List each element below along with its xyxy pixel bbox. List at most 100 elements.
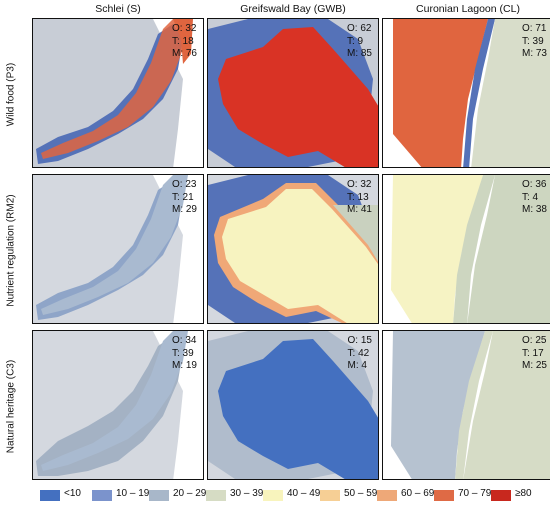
stat-m: M: 41: [346, 204, 372, 215]
land-area: [463, 331, 550, 479]
map-schlei-natural-heritage: [33, 331, 203, 479]
water-area: [173, 19, 193, 64]
stats-box: O: 36 T: 4 M: 38: [522, 179, 547, 217]
stat-m: M: 19: [171, 360, 197, 371]
land-area: [471, 19, 550, 167]
lagoon-area: [463, 19, 495, 167]
water-area: [391, 331, 485, 479]
legend-label: 40 – 49: [287, 488, 321, 499]
legend-label: 30 – 39: [230, 488, 264, 499]
map-panel-curonian-natural-heritage: O: 25 T: 17 M: 25: [382, 330, 550, 480]
map-schlei-wild-food: [33, 19, 203, 167]
stat-o: O: 32: [171, 23, 197, 34]
land-area: [467, 175, 550, 323]
legend-swatch: [92, 490, 112, 501]
legend-swatch: [491, 490, 511, 501]
stat-o: O: 25: [521, 335, 547, 346]
lagoon-area: [455, 331, 493, 479]
stat-o: O: 15: [347, 335, 372, 346]
map-curonian-nutrient-regulation: [383, 175, 550, 323]
legend-label: 60 – 69: [401, 488, 435, 499]
legend-label: ≥80: [515, 488, 532, 499]
water-area: [41, 19, 188, 159]
column-title-curonian-lagoon: Curonian Lagoon (CL): [416, 3, 520, 15]
legend-swatch: [263, 490, 283, 501]
legend-swatch: [320, 490, 340, 501]
stat-t: T: 39: [171, 347, 194, 359]
stat-m: M: 38: [521, 204, 547, 215]
legend-swatch: [149, 490, 169, 501]
map-panel-greifswald-nutrient-regulation: O: 32 T: 13 M: 41: [207, 174, 379, 324]
legend-label: 50 – 59: [344, 488, 378, 499]
stat-m: M: 4: [347, 360, 367, 371]
legend-label: <10: [64, 488, 81, 499]
column-title-schlei: Schlei (S): [95, 3, 141, 15]
legend-label: 10 – 19: [116, 488, 150, 499]
stat-t: T: 4: [521, 191, 539, 203]
water-area: [41, 331, 188, 471]
outer-sea: [333, 205, 378, 262]
row-title-natural-heritage: Natural heritage (C3): [5, 359, 17, 454]
legend-swatch: [434, 490, 454, 501]
water-area: [222, 189, 378, 323]
map-greifswald-wild-food: [208, 19, 378, 167]
stats-box: O: 34 T: 39 M: 19: [172, 335, 197, 373]
stat-o: O: 34: [171, 335, 197, 346]
column-title-greifswald-bay: Greifswald Bay (GWB): [240, 3, 346, 15]
stat-t: T: 18: [171, 35, 194, 47]
stats-box: O: 62 T: 9 M: 85: [347, 23, 372, 61]
stats-box: O: 32 T: 13 M: 41: [347, 179, 372, 217]
stat-o: O: 71: [521, 23, 547, 34]
water-area: [393, 19, 488, 167]
land-area: [153, 175, 203, 323]
lagoon-area: [453, 175, 495, 323]
legend-label: 20 – 29: [173, 488, 207, 499]
stats-box: O: 23 T: 21 M: 29: [172, 179, 197, 217]
map-greifswald-nutrient-regulation: [208, 175, 378, 323]
stats-box: O: 71 T: 39 M: 73: [522, 23, 547, 61]
legend-swatch: [206, 490, 226, 501]
map-curonian-natural-heritage: [383, 331, 550, 479]
water-area: [41, 175, 188, 315]
stat-t: T: 17: [521, 347, 544, 359]
stat-t: T: 42: [347, 347, 370, 359]
legend-swatch: [40, 490, 60, 501]
water-area: [218, 27, 378, 167]
map-panel-schlei-natural-heritage: O: 34 T: 39 M: 19: [32, 330, 204, 480]
stat-t: T: 9: [346, 35, 364, 47]
stat-t: T: 21: [171, 191, 194, 203]
map-schlei-nutrient-regulation: [33, 175, 203, 323]
water-area: [391, 175, 483, 323]
stat-o: O: 32: [346, 179, 372, 190]
lagoon-area: [36, 336, 183, 476]
stat-m: M: 76: [171, 48, 197, 59]
legend: <10 10 – 19 20 – 29 30 – 39 40 – 49 50 –…: [36, 487, 546, 503]
land-area: [153, 19, 203, 167]
map-greifswald-natural-heritage: [208, 331, 378, 479]
row-title-wild-food: Wild food (P3): [5, 62, 17, 127]
map-panel-schlei-nutrient-regulation: O: 23 T: 21 M: 29: [32, 174, 204, 324]
map-panel-curonian-nutrient-regulation: O: 36 T: 4 M: 38: [382, 174, 550, 324]
map-panel-schlei-wild-food: O: 32 T: 18 M: 76: [32, 18, 204, 168]
land-area: [153, 331, 203, 479]
stat-t: T: 39: [521, 35, 544, 47]
stats-box: O: 25 T: 17 M: 25: [522, 335, 547, 373]
stat-m: M: 25: [521, 360, 547, 371]
stat-o: O: 62: [346, 23, 372, 34]
map-curonian-wild-food: [383, 19, 550, 167]
stat-o: O: 23: [171, 179, 197, 190]
legend-swatch: [377, 490, 397, 501]
row-title-nutrient-regulation: Nutrient regulation (RM2): [5, 194, 17, 307]
stat-t: T: 13: [346, 191, 369, 203]
map-panel-greifswald-natural-heritage: O: 15 T: 42 M: 4: [207, 330, 379, 480]
legend-label: 70 – 79: [458, 488, 492, 499]
stat-m: M: 29: [171, 204, 197, 215]
water-area: [218, 339, 378, 479]
stats-box: O: 15 T: 42 M: 4: [348, 335, 372, 373]
stat-m: M: 73: [521, 48, 547, 59]
stat-m: M: 85: [346, 48, 372, 59]
map-panel-greifswald-wild-food: O: 62 T: 9 M: 85: [207, 18, 379, 168]
map-panel-curonian-wild-food: O: 71 T: 39 M: 73: [382, 18, 550, 168]
stats-box: O: 32 T: 18 M: 76: [172, 23, 197, 61]
stat-o: O: 36: [521, 179, 547, 190]
